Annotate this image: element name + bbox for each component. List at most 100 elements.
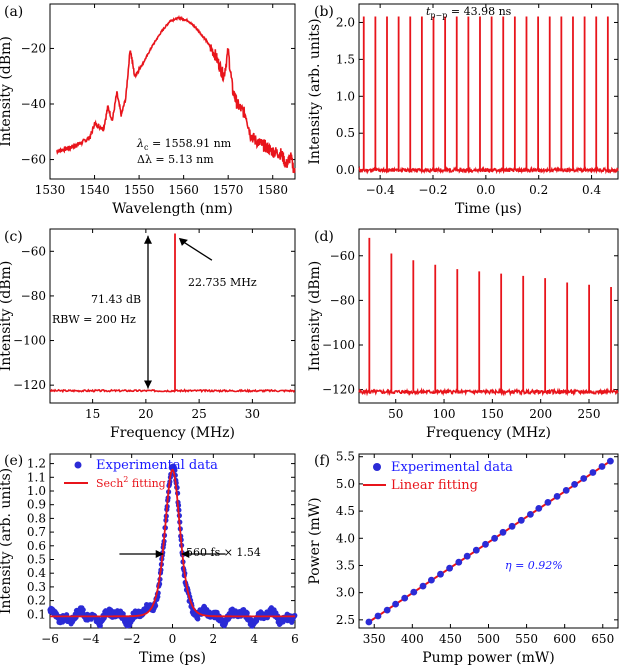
x-tick-label: 500: [477, 632, 500, 646]
spectrum-line: [56, 14, 296, 174]
x-tick-label: 400: [401, 632, 424, 646]
plot-frame: [49, 3, 296, 180]
fwhm-arrowhead-left: [155, 550, 164, 559]
power-point: [410, 588, 418, 596]
plot-frame: [49, 228, 296, 404]
y-tick-label: 4.0: [336, 531, 355, 545]
power-point: [401, 594, 409, 602]
x-tick-label: 4: [250, 632, 258, 646]
power-point: [499, 528, 507, 536]
power-point: [491, 534, 498, 542]
y-axis-label: Power (mW): [307, 497, 323, 584]
power-point: [446, 564, 453, 572]
fwhm-arrowhead-right: [181, 550, 190, 559]
y-axis-label: Intensity (dBm): [0, 261, 14, 372]
autocorr-point: [244, 610, 250, 616]
x-tick-label: 650: [591, 632, 614, 646]
y-tick-label: 0.1: [27, 607, 46, 621]
x-tick-label: 0: [169, 632, 177, 646]
y-tick-label: 1.1: [27, 470, 46, 484]
power-point: [472, 546, 480, 554]
x-tick-label: 1560: [168, 183, 199, 197]
y-tick-label: −100: [322, 338, 355, 352]
rf-noise-floor: [358, 387, 619, 397]
autocorr-point: [195, 616, 201, 622]
c-rbw-label: RBW = 200 Hz: [52, 313, 136, 326]
panel-d: 50 100 150 200 250 −120 −100 −80 −60 Frequency (M…: [307, 228, 619, 441]
power-point: [527, 511, 534, 518]
pulse-baseline: [358, 165, 619, 175]
power-point: [455, 558, 463, 566]
snr-arrow-top: [144, 235, 152, 244]
panel-c: 15 20 25 30 −120 −100 −80 −60 Frequency (MHz) Int…: [0, 228, 296, 441]
panel-label-d: (d): [314, 229, 334, 245]
y-tick-label: 4.5: [336, 504, 355, 518]
sech2-fit-line: [50, 468, 295, 618]
peak-pointer-head: [178, 237, 188, 246]
power-point: [482, 540, 489, 548]
e-legend-fit: Sech2 fitting: [96, 475, 166, 490]
x-tick-label: −2: [123, 632, 141, 646]
f-legend-exp: Experimental data: [391, 460, 513, 475]
panel-label-f: (f): [314, 453, 330, 469]
power-point: [544, 499, 552, 506]
x-tick-label: 350: [363, 632, 386, 646]
x-tick-label: 50: [388, 407, 403, 421]
x-axis-label: Pump power (mW): [422, 650, 555, 666]
y-tick-label: 3.0: [336, 586, 355, 600]
y-tick-label: 2.0: [336, 15, 355, 29]
x-tick-label: 200: [529, 407, 552, 421]
power-point: [437, 570, 444, 578]
x-tick-label: 30: [245, 407, 260, 421]
y-tick-label: 1.0: [27, 484, 46, 498]
y-axis-label: Intensity (arb. units): [307, 18, 323, 164]
x-axis-label: Frequency (MHz): [110, 425, 235, 441]
x-tick-label: 20: [138, 407, 153, 421]
x-tick-label: 0.4: [582, 183, 601, 197]
x-tick-label: 25: [191, 407, 206, 421]
x-tick-label: 0.2: [529, 183, 548, 197]
panel-a: 1530 1540 1550 1560 1570 1580 −60 −40 −20 Wavelen…: [0, 3, 296, 217]
power-point: [607, 457, 614, 465]
power-point: [365, 618, 373, 626]
x-tick-label: 600: [553, 632, 576, 646]
panel-label-e: (e): [4, 453, 23, 469]
x-tick-label: 1530: [35, 183, 66, 197]
power-point: [553, 493, 561, 500]
x-axis-label: Time (ps): [139, 650, 206, 666]
linear-fit-line: [368, 460, 611, 623]
power-point: [562, 487, 570, 494]
y-tick-label: 0.0: [336, 163, 355, 177]
power-point: [428, 576, 435, 584]
y-tick-label: 1.2: [27, 457, 46, 471]
x-tick-label: 150: [481, 407, 504, 421]
a-center-wavelength: λc = 1558.91 nm: [136, 137, 232, 152]
y-tick-label: 1.5: [336, 52, 355, 66]
y-tick-label: 0.9: [27, 498, 46, 512]
y-tick-label: 5.0: [336, 477, 355, 491]
panel-e: −6 −4 −2 0 2 4 6 0.10.20.30.40.50.60.70.80.91.0…: [0, 453, 299, 666]
f-legend-dot: [373, 463, 381, 471]
x-tick-label: −6: [41, 632, 59, 646]
rf-noise-floor: [49, 388, 296, 394]
c-freq-label: 22.735 MHz: [188, 276, 257, 289]
e-fwhm-label: 560 fs × 1.54: [186, 546, 261, 559]
y-tick-label: −60: [21, 153, 46, 167]
x-tick-label: 1570: [213, 183, 244, 197]
y-tick-label: 0.7: [27, 525, 46, 539]
panel-f: 350 400 450 500 550 600 650 2.5 3.0 3.5 4.0 4.5 5.0 5…: [307, 450, 619, 666]
y-tick-label: −60: [21, 244, 46, 258]
e-legend-exp: Experimental data: [96, 458, 218, 473]
x-tick-label: 0.0: [476, 183, 495, 197]
panel-label-b: (b): [314, 4, 334, 20]
y-tick-label: −60: [330, 249, 355, 263]
y-tick-label: 0.2: [27, 594, 46, 608]
power-point: [463, 552, 471, 560]
x-tick-label: −0.2: [418, 183, 447, 197]
y-tick-label: 0.3: [27, 580, 46, 594]
x-tick-label: 15: [85, 407, 100, 421]
y-tick-label: 0.8: [27, 511, 46, 525]
autocorr-point: [80, 607, 86, 613]
y-tick-label: 3.5: [336, 558, 355, 572]
